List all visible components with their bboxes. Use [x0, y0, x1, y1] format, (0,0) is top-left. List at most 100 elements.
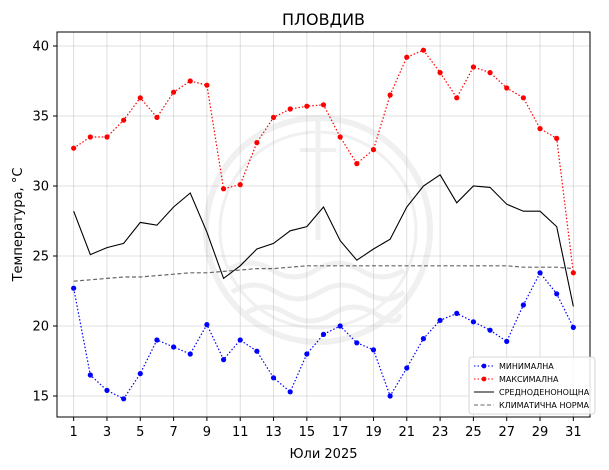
x-tick-label: 15 [299, 425, 316, 440]
data-point [137, 95, 143, 101]
legend-box [468, 356, 596, 415]
data-point [454, 310, 460, 316]
data-point [104, 134, 110, 140]
y-tick-label: 35 [32, 110, 49, 125]
series-line-2 [73, 174, 574, 307]
x-tick-label: 9 [203, 425, 211, 440]
data-point [337, 323, 343, 329]
series-line-1 [73, 49, 574, 273]
data-point [387, 92, 393, 98]
data-point [237, 337, 243, 343]
x-tick-label: 13 [265, 425, 282, 440]
x-tick-label: 31 [565, 425, 582, 440]
data-point [520, 302, 526, 308]
data-point [437, 70, 443, 76]
data-point [570, 324, 576, 330]
data-point [87, 134, 93, 140]
watermark-logo [203, 115, 433, 345]
data-point [154, 114, 160, 120]
data-point [354, 340, 360, 346]
data-point [570, 270, 576, 276]
data-point [404, 54, 410, 60]
data-point [537, 126, 543, 132]
y-tick-label: 20 [32, 320, 49, 335]
data-point [270, 375, 277, 381]
data-point [320, 102, 327, 108]
x-tick-label: 29 [532, 425, 549, 440]
data-point [387, 393, 393, 399]
x-tick-label: 25 [465, 425, 482, 440]
data-point [187, 78, 193, 84]
data-point [470, 319, 477, 325]
chart-title: ПЛОВДИВ [282, 10, 365, 29]
data-point [270, 114, 277, 120]
x-tick-label: 23 [432, 425, 449, 440]
x-axis-label: Юли 2025 [289, 447, 357, 462]
data-point [304, 351, 310, 357]
data-point [104, 387, 110, 393]
legend: МИНИМАЛНА МАКСИМАЛНА СРЕДНОДЕНОНОЩНА КЛИМАТ… [468, 356, 596, 415]
data-point [220, 357, 227, 363]
data-point [87, 372, 93, 378]
data-point [137, 371, 143, 377]
legend-marker [481, 376, 487, 382]
x-tick-label: 1 [70, 425, 78, 440]
y-tick-label: 30 [32, 180, 49, 195]
data-point [420, 47, 427, 53]
data-point [170, 89, 177, 95]
y-tick-label: 15 [32, 390, 49, 405]
data-point [537, 270, 543, 276]
y-tick-label: 40 [32, 40, 49, 55]
data-point [504, 338, 510, 344]
data-point [71, 285, 77, 291]
data-point [254, 140, 260, 146]
series-layer [71, 47, 576, 402]
data-point [204, 82, 210, 88]
x-tick-label: 7 [169, 425, 177, 440]
data-point [320, 331, 327, 337]
data-point [220, 186, 227, 192]
x-tick-label: 17 [332, 425, 349, 440]
data-point [304, 103, 310, 109]
plot-area [56, 31, 591, 418]
legend-label-3: КЛИМАТИЧНА НОРМА [499, 401, 589, 410]
data-point [170, 344, 177, 350]
data-point [71, 145, 77, 151]
y-axis-label: Температура, °C [11, 168, 26, 283]
data-point [254, 348, 260, 354]
data-point [121, 396, 127, 402]
data-point [287, 106, 293, 112]
data-point [520, 95, 526, 101]
legend-label-1: МАКСИМАЛНА [499, 375, 559, 384]
data-point [121, 117, 127, 123]
x-tick-label: 3 [103, 425, 111, 440]
data-point [370, 147, 377, 153]
x-tick-label: 11 [232, 425, 249, 440]
data-point [454, 95, 460, 101]
y-tick-label: 25 [32, 250, 49, 265]
data-point [437, 317, 443, 323]
data-point [237, 182, 243, 188]
data-point [154, 337, 160, 343]
legend-marker [481, 363, 487, 369]
data-point [487, 327, 493, 333]
data-point [404, 365, 410, 371]
x-tick-label: 21 [399, 425, 416, 440]
legend-label-0: МИНИМАЛНА [499, 362, 554, 371]
data-point [554, 135, 560, 141]
data-point [370, 347, 377, 353]
data-point [504, 85, 510, 91]
x-tick-label: 27 [498, 425, 515, 440]
x-tick-label: 5 [136, 425, 144, 440]
data-point [487, 70, 493, 76]
legend-label-2: СРЕДНОДЕНОНОЩНА [499, 388, 590, 397]
series-line-3 [73, 265, 574, 282]
data-point [187, 351, 193, 357]
data-point [354, 161, 360, 167]
data-point [554, 291, 560, 297]
data-point [470, 64, 477, 70]
data-point [204, 322, 210, 328]
data-point [420, 336, 427, 342]
